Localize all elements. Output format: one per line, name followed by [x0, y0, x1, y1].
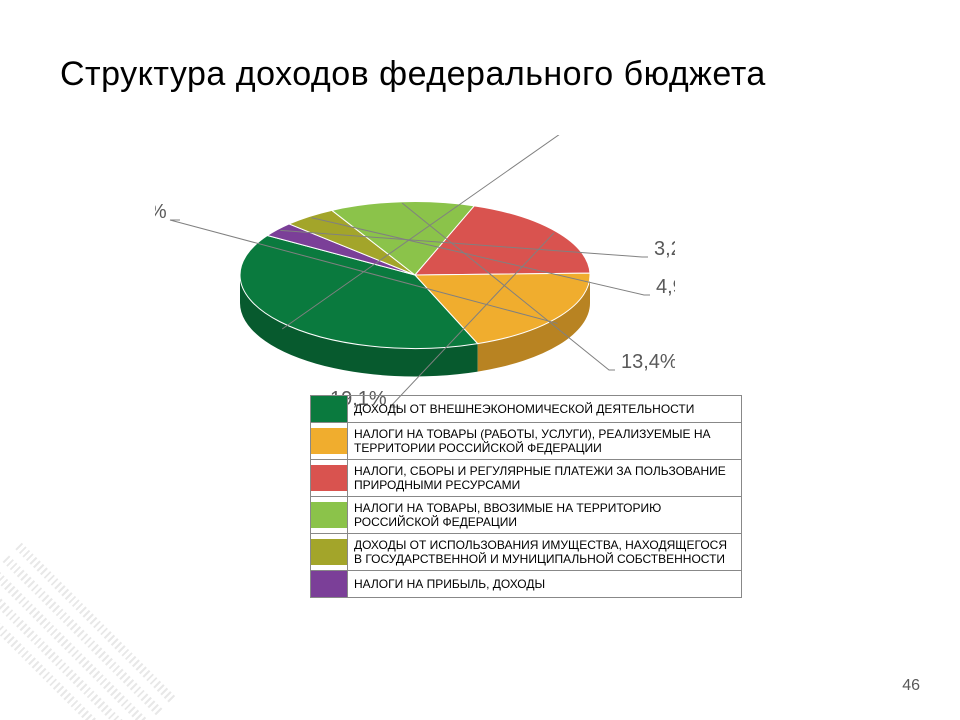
chart-legend: ДОХОДЫ ОТ ВНЕШНЕЭКОНОМИЧЕСКОЙ ДЕЯТЕЛЬНОС… — [310, 395, 742, 598]
legend-row: НАЛОГИ НА ТОВАРЫ (РАБОТЫ, УСЛУГИ), РЕАЛИ… — [311, 423, 742, 460]
legend-label: НАЛОГИ НА ТОВАРЫ, ВВОЗИМЫЕ НА ТЕРРИТОРИЮ… — [348, 497, 742, 534]
legend-swatch — [311, 502, 347, 528]
pie-slice-label: 3,2% — [654, 238, 675, 260]
pie-slice-label: 13,4% — [621, 351, 675, 373]
legend-row: НАЛОГИ НА ПРИБЫЛЬ, ДОХОДЫ — [311, 571, 742, 598]
pie-slice-label: 4,9% — [656, 276, 675, 298]
legend-label: НАЛОГИ, СБОРЫ И РЕГУЛЯРНЫЕ ПЛАТЕЖИ ЗА ПО… — [348, 460, 742, 497]
page-title: Структура доходов федерального бюджета — [60, 55, 766, 94]
legend-label: ДОХОДЫ ОТ ИСПОЛЬЗОВАНИЯ ИМУЩЕСТВА, НАХОД… — [348, 534, 742, 571]
pie-chart: 39,9%3,2%4,9%13,4%19,1%19,6% — [155, 135, 675, 415]
legend-label: НАЛОГИ НА ТОВАРЫ (РАБОТЫ, УСЛУГИ), РЕАЛИ… — [348, 423, 742, 460]
legend-row: ДОХОДЫ ОТ ВНЕШНЕЭКОНОМИЧЕСКОЙ ДЕЯТЕЛЬНОС… — [311, 396, 742, 423]
page-number: 46 — [902, 677, 920, 695]
legend-label: ДОХОДЫ ОТ ВНЕШНЕЭКОНОМИЧЕСКОЙ ДЕЯТЕЛЬНОС… — [348, 396, 742, 423]
decorative-corner — [0, 514, 206, 720]
legend-swatch — [311, 465, 347, 491]
legend-swatch — [311, 428, 347, 454]
pie-slice-label: 19,6% — [155, 201, 167, 223]
legend-row: НАЛОГИ НА ТОВАРЫ, ВВОЗИМЫЕ НА ТЕРРИТОРИЮ… — [311, 497, 742, 534]
legend-swatch — [311, 571, 347, 597]
legend-swatch — [311, 539, 347, 565]
legend-row: НАЛОГИ, СБОРЫ И РЕГУЛЯРНЫЕ ПЛАТЕЖИ ЗА ПО… — [311, 460, 742, 497]
legend-row: ДОХОДЫ ОТ ИСПОЛЬЗОВАНИЯ ИМУЩЕСТВА, НАХОД… — [311, 534, 742, 571]
legend-swatch — [311, 396, 347, 422]
legend-label: НАЛОГИ НА ПРИБЫЛЬ, ДОХОДЫ — [348, 571, 742, 598]
